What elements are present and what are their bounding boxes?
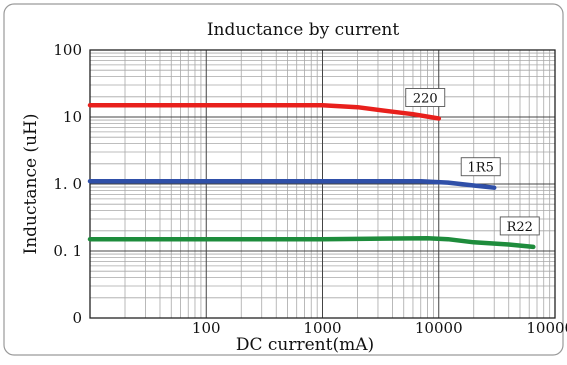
y-tick-label: 0. 1 (53, 242, 82, 260)
y-tick-label: 0 (72, 309, 82, 327)
series-labels: 220 1R5 R22 (405, 88, 540, 236)
series-label-text: 1R5 (468, 161, 494, 176)
series-lines (87, 102, 536, 250)
x-tick-label: 100000 (526, 319, 567, 337)
y-axis-label: Inductance (uH) (21, 114, 41, 255)
series-label-box (405, 88, 446, 107)
series-line-1R5 (87, 178, 497, 190)
plot-area-border (89, 49, 556, 319)
series-label-box (460, 157, 501, 177)
series-label-text: 220 (413, 91, 438, 106)
x-axis-label: DC current(mA) (236, 335, 374, 355)
x-tick-label: 10000 (415, 319, 463, 337)
x-axis-tick-labels: 100 1000 10000 100000 (192, 319, 567, 337)
series-label-text: R22 (507, 220, 533, 235)
series-label-box (499, 216, 540, 236)
y-tick-label: 100 (53, 41, 82, 59)
y-tick-label: 1. 0 (53, 175, 82, 193)
y-axis-tick-labels: 100 10 1. 0 0. 1 0 (53, 41, 82, 327)
series-label-R22: R22 (499, 216, 540, 236)
x-tick-label: 1000 (303, 319, 341, 337)
x-tick-label: 100 (192, 319, 221, 337)
series-line-220 (87, 102, 442, 121)
series-line-R22 (87, 235, 536, 250)
chart-title: Inductance by current (207, 20, 400, 40)
series-label-220: 220 (405, 88, 446, 107)
y-tick-label: 10 (63, 108, 82, 126)
series-label-1R5: 1R5 (460, 157, 501, 177)
